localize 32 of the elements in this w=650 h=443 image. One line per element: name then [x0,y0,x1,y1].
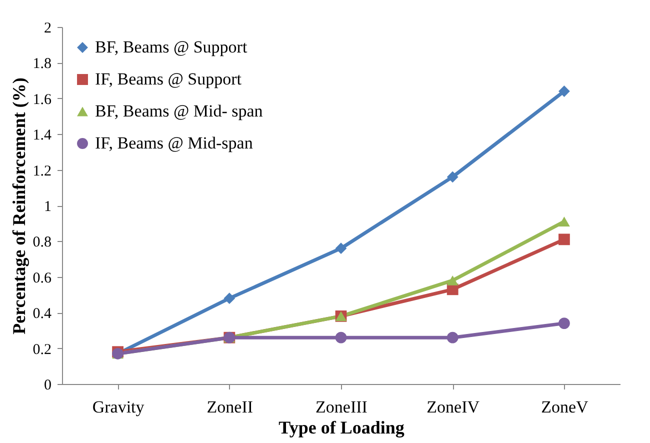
y-axis-title: Percentage of Reinforcement (%) [8,78,29,334]
point [558,318,570,329]
point [224,292,236,304]
y-tick-label: 0.8 [32,234,52,251]
x-tick-label: ZoneIV [426,398,480,416]
x-tick-label: ZoneIII [316,398,368,416]
x-tick-label: Gravity [92,398,145,416]
x-axis-title: Type of Loading [278,418,404,438]
x-tick-label: ZoneII [206,398,254,416]
point [558,234,570,246]
y-tick-label: 1.2 [32,163,52,180]
x-tick-label: ZoneV [541,398,590,416]
y-tick-label: 1 [44,199,52,215]
point [446,276,458,286]
legend-label: BF, Beams @ Mid- span [95,102,264,120]
legend-label: IF, Beams @ Mid-span [95,134,254,152]
y-tick-label: 1.6 [32,92,52,108]
point [335,242,347,254]
point [558,216,570,226]
point [446,332,458,344]
y-tick-label: 2 [44,20,52,36]
point [558,86,570,97]
legend-label: BF, Beams @ Support [95,38,248,56]
y-tick-label: 0 [44,378,52,394]
y-tick-label: 0.6 [32,270,52,286]
point [335,332,347,344]
y-tick-label: 0.4 [32,306,52,322]
point [446,171,458,183]
legend-label: IF, Beams @ Support [95,70,242,88]
y-tick-label: 1.4 [32,128,52,144]
y-tick-label: 1.8 [32,56,52,72]
y-tick-label: 0.2 [32,342,52,358]
